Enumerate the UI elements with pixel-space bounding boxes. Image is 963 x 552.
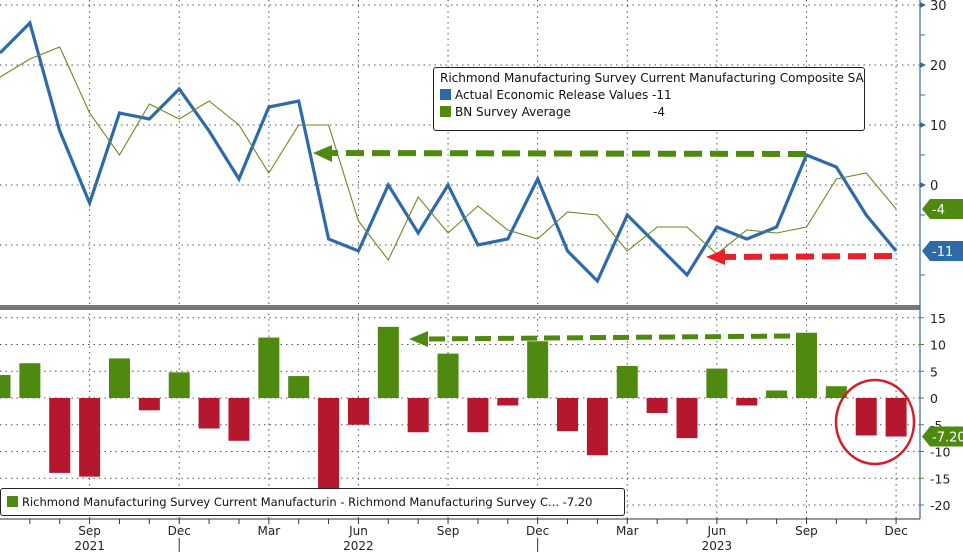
bar-series bbox=[0, 326, 907, 489]
bar bbox=[49, 398, 71, 473]
bar bbox=[228, 398, 250, 441]
bar bbox=[736, 398, 758, 406]
bar bbox=[407, 398, 429, 433]
legend-label: BN Survey Average bbox=[455, 105, 571, 119]
legend-value: -4 bbox=[653, 105, 665, 119]
highlight-circle bbox=[834, 378, 916, 466]
y-tick-label-bottom: -10 bbox=[930, 445, 950, 460]
y-tick-label-bottom: 15 bbox=[930, 311, 946, 326]
y-tick-label-bottom: 0 bbox=[930, 391, 938, 406]
badge-diff-bg bbox=[922, 426, 963, 447]
actual-line bbox=[0, 19, 898, 284]
x-tick-label: Mar bbox=[616, 524, 639, 538]
bar bbox=[318, 398, 340, 489]
badge-actual-bg bbox=[922, 241, 963, 261]
bar bbox=[138, 398, 160, 411]
bar bbox=[168, 372, 190, 398]
arrowhead-icon bbox=[706, 249, 725, 265]
y-tick-label-bottom: -15 bbox=[930, 471, 950, 486]
green-dashed-arrow-bottom bbox=[427, 333, 791, 342]
tick-marker bbox=[920, 182, 926, 188]
y-tick-label-bottom: 5 bbox=[930, 364, 938, 379]
x-tick-label: Dec bbox=[526, 524, 549, 538]
legend-bottom: Richmond Manufacturing Survey Current Ma… bbox=[0, 488, 625, 516]
bar bbox=[855, 398, 877, 436]
x-tick-label: Sep bbox=[437, 524, 460, 538]
bar bbox=[766, 390, 788, 398]
arrowhead-icon bbox=[313, 145, 332, 162]
bar bbox=[706, 368, 728, 398]
legend-label: Richmond Manufacturing Survey Current Ma… bbox=[22, 495, 560, 509]
x-year-label: 2022 bbox=[343, 539, 374, 552]
x-year-label: 2021 bbox=[74, 539, 105, 552]
bar bbox=[258, 337, 280, 398]
legend-item-actual: Actual Economic Release Values -11 bbox=[440, 87, 864, 104]
legend-value: -11 bbox=[652, 88, 672, 102]
x-tick-label: Sep bbox=[78, 524, 101, 538]
x-tick-label: Sep bbox=[795, 524, 818, 538]
badge-actual: -11 bbox=[932, 245, 953, 260]
y-tick-label-top: 10 bbox=[930, 119, 947, 134]
y-tick-label-top: 20 bbox=[930, 59, 947, 74]
badge-diff: -7.20 bbox=[932, 431, 963, 446]
red-dashed-arrow bbox=[724, 253, 893, 260]
x-tick-label: Jun bbox=[348, 524, 368, 538]
x-tick-label: Mar bbox=[258, 524, 281, 538]
tick-marker bbox=[920, 2, 926, 8]
badge-survey-bg bbox=[922, 199, 963, 219]
legend-value: -7.20 bbox=[562, 495, 593, 509]
panel-divider bbox=[0, 305, 920, 310]
x-tick-label: Jun bbox=[707, 524, 727, 538]
badge-survey: -4 bbox=[932, 203, 945, 218]
bar bbox=[0, 374, 11, 398]
arrowhead-icon bbox=[409, 331, 428, 347]
bar bbox=[646, 398, 668, 413]
legend-top: Richmond Manufacturing Survey Current Ma… bbox=[433, 67, 865, 131]
tick-marker bbox=[920, 62, 926, 68]
x-year-label: 2023 bbox=[702, 539, 733, 552]
annotations bbox=[313, 145, 916, 466]
y-tick-label-top: 0 bbox=[930, 179, 938, 194]
legend-title: Richmond Manufacturing Survey Current Ma… bbox=[440, 71, 864, 85]
legend-item-survey: BN Survey Average -4 bbox=[440, 104, 864, 121]
bar bbox=[79, 398, 101, 477]
legend-swatch-blue bbox=[440, 89, 451, 100]
legend-swatch-green bbox=[7, 496, 18, 507]
green-dashed-arrow-top bbox=[331, 150, 807, 157]
legend-swatch-green bbox=[440, 106, 451, 117]
bar bbox=[795, 332, 817, 398]
bar bbox=[825, 386, 847, 398]
bar bbox=[288, 376, 310, 398]
bar bbox=[108, 358, 130, 398]
y-tick-label-bottom: 10 bbox=[930, 338, 946, 353]
bar bbox=[497, 398, 519, 406]
bar bbox=[467, 398, 489, 433]
tick-marker bbox=[920, 122, 926, 128]
line-series bbox=[0, 19, 898, 284]
x-tick-label: Dec bbox=[168, 524, 191, 538]
bar bbox=[347, 398, 369, 425]
bar bbox=[557, 398, 579, 432]
bar bbox=[676, 398, 698, 439]
survey-line bbox=[0, 46, 897, 262]
bar bbox=[198, 398, 220, 429]
bar bbox=[527, 341, 549, 398]
bar bbox=[616, 365, 638, 398]
y-tick-label-bottom: -20 bbox=[930, 498, 950, 513]
y-tick-label-top: 30 bbox=[930, 0, 947, 14]
bar bbox=[437, 353, 459, 398]
bar bbox=[377, 326, 399, 398]
bar bbox=[586, 398, 608, 456]
bar bbox=[19, 363, 41, 398]
bar bbox=[885, 398, 907, 437]
legend-label: Actual Economic Release Values bbox=[455, 88, 649, 102]
x-tick-label: Dec bbox=[884, 524, 907, 538]
